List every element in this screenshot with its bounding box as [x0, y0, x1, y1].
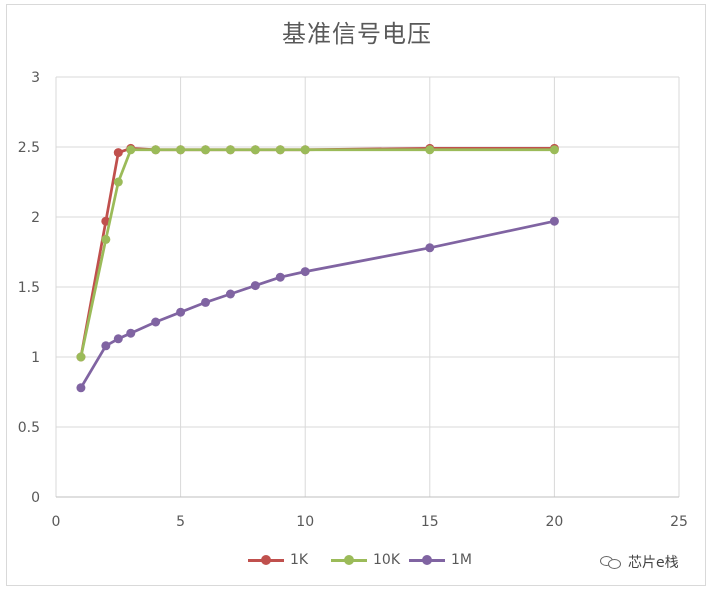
- data-point-1M: [176, 307, 186, 317]
- chart-frame: [6, 4, 706, 586]
- y-tick-label: 2.5: [18, 140, 40, 156]
- data-point-1M: [275, 272, 285, 282]
- y-tick-label: 3: [31, 70, 40, 86]
- data-point-10K: [151, 145, 161, 155]
- data-point-1M: [113, 334, 123, 344]
- data-point-10K: [225, 145, 235, 155]
- data-point-10K: [300, 145, 310, 155]
- chart-legend: 1K 10K 1M: [0, 548, 714, 572]
- data-point-1M: [425, 243, 435, 253]
- data-point-10K: [275, 145, 285, 155]
- data-point-1K: [113, 148, 123, 158]
- watermark-text: 芯片e栈: [628, 555, 679, 571]
- x-tick-label: 15: [421, 514, 439, 530]
- legend-swatch: [248, 554, 284, 566]
- legend-item-1K: 1K: [248, 548, 308, 572]
- x-tick-label: 5: [176, 514, 185, 530]
- legend-label: 1M: [451, 552, 472, 568]
- data-point-10K: [176, 145, 186, 155]
- data-point-10K: [425, 145, 435, 155]
- legend-label: 1K: [290, 552, 309, 568]
- legend-swatch: [409, 554, 445, 566]
- data-point-10K: [250, 145, 260, 155]
- data-point-10K: [101, 234, 111, 244]
- data-point-10K: [126, 145, 136, 155]
- x-tick-label: 25: [670, 514, 688, 530]
- y-tick-label: 0.5: [18, 420, 40, 436]
- data-point-10K: [76, 352, 86, 362]
- legend-swatch: [331, 554, 367, 566]
- x-tick-label: 20: [545, 514, 563, 530]
- legend-item-10K: 10K: [331, 548, 400, 572]
- data-point-1M: [151, 317, 161, 327]
- data-point-10K: [549, 145, 559, 155]
- data-point-1M: [300, 267, 310, 277]
- chart-title: 基准信号电压: [282, 20, 432, 48]
- data-point-1M: [201, 297, 211, 307]
- data-point-10K: [113, 177, 123, 187]
- legend-item-1M: 1M: [409, 548, 472, 572]
- data-point-1M: [549, 216, 559, 226]
- series-line-1K: [79, 147, 555, 358]
- y-tick-label: 1: [31, 350, 40, 366]
- data-point-10K: [201, 145, 211, 155]
- legend-label: 10K: [373, 552, 400, 568]
- data-point-1M: [126, 328, 136, 338]
- data-point-1M: [225, 289, 235, 299]
- y-tick-label: 1.5: [18, 280, 40, 296]
- y-tick-label: 2: [31, 210, 40, 226]
- wechat-icon: [600, 554, 622, 570]
- series-line-1M: [79, 219, 555, 389]
- x-tick-label: 10: [296, 514, 314, 530]
- data-point-1M: [76, 383, 86, 393]
- series-line-10K: [79, 148, 555, 358]
- data-point-1M: [250, 281, 260, 291]
- x-tick-label: 0: [52, 514, 61, 530]
- data-point-1M: [101, 341, 111, 351]
- watermark: 芯片e栈: [600, 552, 679, 572]
- y-tick-label: 0: [31, 490, 40, 506]
